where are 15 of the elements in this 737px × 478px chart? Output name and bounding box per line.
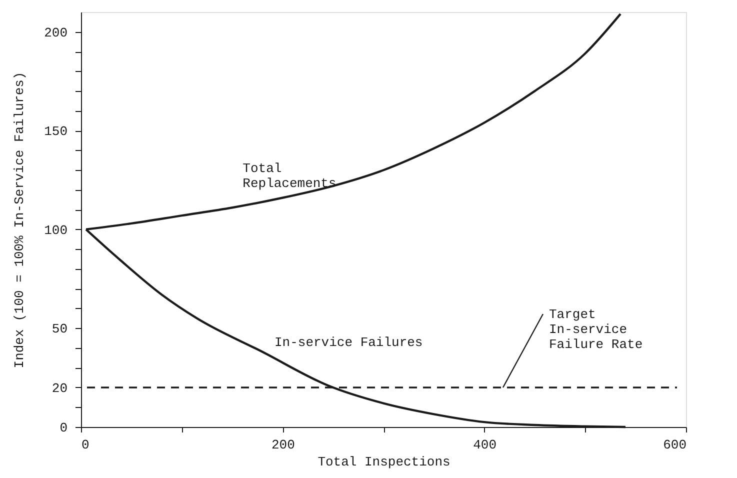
y-tick-label: 100 [44, 222, 68, 238]
ref-line-label: Target In-service Failure Rate [549, 307, 643, 352]
y-tick-label: 150 [44, 124, 68, 140]
y-tick-label: 50 [52, 322, 68, 337]
x-axis-title: Total Inspections [318, 454, 450, 470]
x-tick-label: 0 [82, 438, 90, 452]
x-tick-label: 600 [663, 438, 686, 452]
y-tick-label: 20 [52, 380, 68, 396]
series-label: In-service Failures [274, 334, 423, 350]
y-tick-label: 0 [60, 420, 68, 436]
y-axis-title: Index (100 = 100% In-Service Failures) [12, 72, 28, 368]
x-tick-label: 200 [271, 438, 295, 452]
y-tick-label: 200 [44, 25, 68, 40]
series-label: Total Replacements [242, 160, 336, 191]
x-tick-label: 400 [473, 438, 497, 452]
